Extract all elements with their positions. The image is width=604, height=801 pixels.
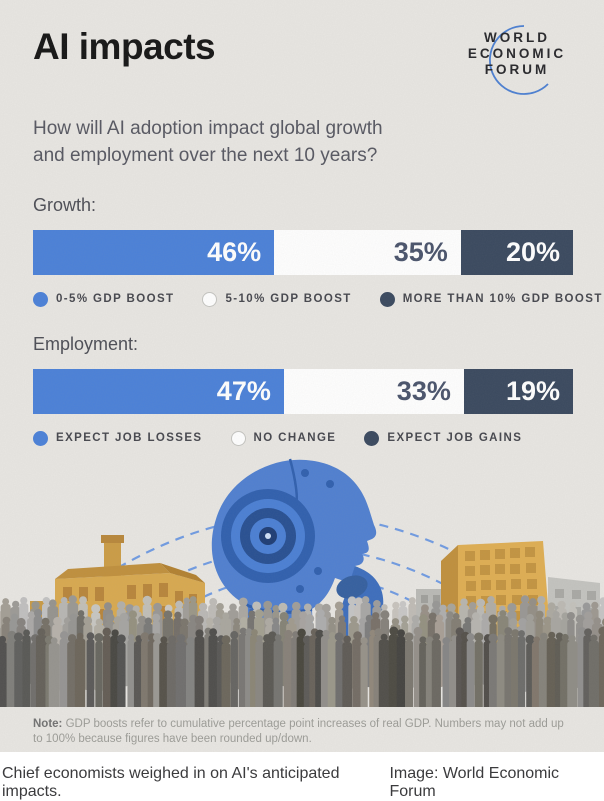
wef-logo: WORLD ECONOMIC FORUM [454,22,580,100]
legend-item: EXPECT JOB LOSSES [33,431,203,446]
legend-label: 5-10% GDP BOOST [225,293,351,305]
employment-legend: EXPECT JOB LOSSES NO CHANGE EXPECT JOB GAI… [33,431,571,446]
note-block: Note: GDP boosts refer to cumulative per… [0,717,604,752]
legend-label: EXPECT JOB LOSSES [56,432,203,444]
bar-segment: 19% [464,369,573,414]
legend-label: 0-5% GDP BOOST [56,293,174,305]
footer-caption-row: Chief economists weighed in on AI's anti… [0,752,604,801]
growth-stacked-bar: 46%35%20% [33,230,573,275]
employment-heading: Employment: [0,334,604,355]
robot-city-crowd-illustration [0,451,604,713]
legend-swatch-icon [202,292,217,307]
employment-stacked-bar: 47%33%19% [33,369,573,414]
legend-item: EXPECT JOB GAINS [364,431,522,446]
legend-swatch-icon [33,431,48,446]
image-credit: Image: World Economic Forum [389,765,602,801]
growth-heading: Growth: [0,195,604,216]
bar-segment: 20% [461,230,573,275]
infographic-poster: AI impacts WORLD ECONOMIC FORUM How will… [0,0,604,752]
legend-swatch-icon [231,431,246,446]
legend-item: 5-10% GDP BOOST [202,292,351,307]
bar-segment: 47% [33,369,284,414]
legend-swatch-icon [380,292,395,307]
legend-item: NO CHANGE [231,431,337,446]
legend-swatch-icon [364,431,379,446]
footer-caption: Chief economists weighed in on AI's anti… [2,765,389,801]
header: AI impacts WORLD ECONOMIC FORUM [0,0,604,100]
page-title: AI impacts [33,28,215,65]
note-line: Note: GDP boosts refer to cumulative per… [33,717,571,748]
bar-segment: 33% [284,369,464,414]
legend-item: 0-5% GDP BOOST [33,292,174,307]
legend-label: MORE THAN 10% GDP BOOST [403,293,603,305]
wef-logo-text: WORLD ECONOMIC FORUM [454,30,580,77]
legend-item: MORE THAN 10% GDP BOOST [380,292,603,307]
legend-swatch-icon [33,292,48,307]
subtitle: How will AI adoption impact global growt… [0,116,604,170]
legend-label: EXPECT JOB GAINS [387,432,522,444]
bar-segment: 46% [33,230,274,275]
bar-segment: 35% [274,230,461,275]
legend-label: NO CHANGE [254,432,337,444]
